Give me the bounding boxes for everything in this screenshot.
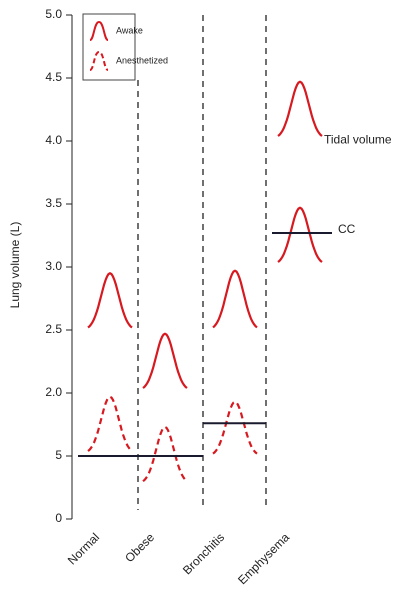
x-tick-label: Obese [122, 530, 157, 565]
annotation: Tidal volume [324, 133, 392, 147]
tidal-curve [277, 206, 323, 263]
y-tick-label: 5.0 [45, 7, 62, 21]
annotation: CC [338, 222, 356, 236]
legend-label: Anesthetized [116, 55, 168, 65]
y-tick-label: 4.0 [45, 133, 62, 147]
tidal-curve [212, 400, 258, 455]
legend-swatch [89, 20, 109, 41]
x-tick-label: Emphysema [235, 530, 292, 587]
tidal-curve [87, 272, 133, 329]
y-tick-label: 2.5 [45, 322, 62, 336]
legend-swatch [89, 50, 109, 71]
y-tick-label: 0 [55, 511, 62, 525]
legend-label: Awake [116, 25, 143, 35]
x-tick-label: Normal [65, 530, 102, 567]
y-tick-label: 2.0 [45, 385, 62, 399]
tidal-curve [277, 80, 323, 137]
tidal-curve [212, 269, 258, 329]
tidal-curve [142, 425, 188, 483]
x-tick-label: Bronchitis [180, 530, 227, 577]
tidal-curve [142, 332, 188, 389]
tidal-curve [87, 395, 133, 452]
y-tick-label: 3.0 [45, 259, 62, 273]
y-tick-label: 4.5 [45, 70, 62, 84]
y-axis-label: Lung volume (L) [8, 222, 22, 309]
y-tick-label: 3.5 [45, 196, 62, 210]
y-tick-label: 5 [55, 448, 62, 462]
